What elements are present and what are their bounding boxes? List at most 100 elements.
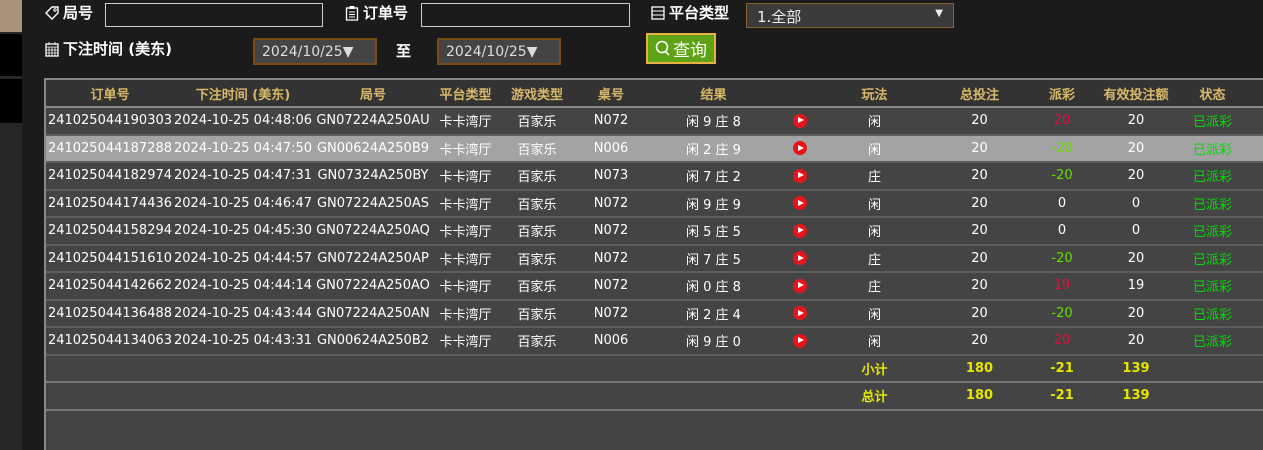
- bet-record-table: 订单号 下注时间 (美东) 局号 平台类型 游戏类型 桌号 结果 玩法 总投注 派彩 有效投注额 状态…: [44, 78, 1263, 450]
- play-icon[interactable]: [792, 251, 807, 266]
- cell-bet-type: 闲: [817, 217, 932, 246]
- table-row[interactable]: 241025044158294 2024-10-25 04:45:30 GN0722…: [46, 217, 1263, 246]
- play-icon[interactable]: [792, 278, 807, 293]
- date-to-select[interactable]: 2024/10/25▼: [437, 38, 561, 65]
- cell-bet-type: 庄: [817, 162, 932, 191]
- time-label-text: 下注时间 (美东): [63, 40, 172, 58]
- cell-platform: 卡卡湾厅: [434, 272, 497, 301]
- video-replay-cell: [782, 134, 817, 163]
- cell-platform: 卡卡湾厅: [434, 107, 497, 136]
- cell-bet-type: 闲: [817, 327, 932, 356]
- order-label-text: 订单号: [363, 4, 409, 22]
- cell-valid-bet: 20: [1097, 107, 1175, 136]
- cell-round: GN07224A250AS: [312, 189, 434, 218]
- column-header: 平台类型: [434, 80, 497, 108]
- subtotal-label: 小计: [817, 354, 932, 383]
- cell-table: N072: [577, 107, 645, 136]
- play-icon[interactable]: [792, 113, 807, 128]
- table-row[interactable]: 241025044182974 2024-10-25 04:47:31 GN0732…: [46, 162, 1263, 191]
- platform-select[interactable]: 1.全部 ▼: [746, 3, 954, 28]
- cell-order: 241025044158294: [46, 217, 174, 246]
- video-replay-cell: [782, 107, 817, 136]
- play-icon[interactable]: [792, 306, 807, 321]
- play-icon[interactable]: [792, 141, 807, 156]
- column-header: 有效投注额: [1097, 80, 1175, 108]
- cell-round: GN07324A250BY: [312, 162, 434, 191]
- cell-game: 百家乐: [497, 134, 577, 163]
- cell-time: 2024-10-25 04:46:47: [174, 189, 312, 218]
- play-icon[interactable]: [792, 223, 807, 238]
- cell-order: 241025044142662: [46, 272, 174, 301]
- table-row[interactable]: 241025044142662 2024-10-25 04:44:14 GN0722…: [46, 272, 1263, 301]
- cell-status: 已派彩: [1175, 272, 1250, 301]
- table-row[interactable]: 241025044134063 2024-10-25 04:43:31 GN0062…: [46, 327, 1263, 356]
- cell-bet-type: 庄: [817, 272, 932, 301]
- order-label: 订单号: [344, 2, 408, 23]
- cell-table: N072: [577, 244, 645, 273]
- time-label: 下注时间 (美东): [44, 38, 172, 59]
- cell-order: 241025044190303: [46, 107, 174, 136]
- video-replay-cell: [782, 189, 817, 218]
- table-row[interactable]: 241025044190303 2024-10-25 04:48:06 GN0722…: [46, 107, 1263, 136]
- table-row[interactable]: 241025044174436 2024-10-25 04:46:47 GN0722…: [46, 189, 1263, 218]
- round-label: 局号: [44, 2, 93, 23]
- sidebar-item[interactable]: [0, 79, 22, 123]
- sidebar-item[interactable]: [0, 34, 22, 76]
- cell-total-bet: 20: [932, 162, 1027, 191]
- cell-game: 百家乐: [497, 327, 577, 356]
- table-row[interactable]: 241025044136488 2024-10-25 04:43:44 GN0722…: [46, 299, 1263, 328]
- round-input[interactable]: [105, 3, 323, 27]
- cell-valid-bet: 20: [1097, 244, 1175, 273]
- cell-payout: 0: [1027, 217, 1097, 246]
- cell-bet-type: 闲: [817, 134, 932, 163]
- video-replay-cell: [782, 272, 817, 301]
- cell-time: 2024-10-25 04:44:57: [174, 244, 312, 273]
- order-input[interactable]: [421, 3, 630, 27]
- cell-result: 闲 9 庄 0: [645, 327, 782, 356]
- play-icon[interactable]: [792, 168, 807, 183]
- cell-time: 2024-10-25 04:44:14: [174, 272, 312, 301]
- play-icon[interactable]: [792, 196, 807, 211]
- column-header: 局号: [312, 80, 434, 108]
- column-header: 派彩: [1027, 80, 1097, 108]
- cell-time: 2024-10-25 04:47:50: [174, 134, 312, 163]
- cell-game: 百家乐: [497, 299, 577, 328]
- cell-order: 241025044182974: [46, 162, 174, 191]
- table-row[interactable]: 241025044151610 2024-10-25 04:44:57 GN0722…: [46, 244, 1263, 273]
- cell-valid-bet: 20: [1097, 299, 1175, 328]
- sidebar: [0, 0, 22, 450]
- cell-total-bet: 20: [932, 189, 1027, 218]
- cell-table: N072: [577, 272, 645, 301]
- table-row[interactable]: 241025044187288 2024-10-25 04:47:50 GN0062…: [46, 134, 1263, 163]
- cell-status: 已派彩: [1175, 327, 1250, 356]
- cell-payout: -20: [1027, 134, 1097, 163]
- cell-game: 百家乐: [497, 189, 577, 218]
- query-button[interactable]: 查询: [646, 33, 716, 64]
- video-replay-cell: [782, 327, 817, 356]
- cell-status: 已派彩: [1175, 299, 1250, 328]
- platform-selected: 1.全部: [757, 8, 802, 26]
- cell-result: 闲 0 庄 8: [645, 272, 782, 301]
- cell-payout: 19: [1027, 272, 1097, 301]
- cell-time: 2024-10-25 04:47:31: [174, 162, 312, 191]
- column-header: 总投注: [932, 80, 1027, 108]
- cell-result: 闲 2 庄 9: [645, 134, 782, 163]
- column-header: 状态: [1175, 80, 1250, 108]
- sidebar-tab[interactable]: [0, 0, 22, 32]
- cell-result: 闲 2 庄 4: [645, 299, 782, 328]
- cell-game: 百家乐: [497, 217, 577, 246]
- cell-status: 已派彩: [1175, 134, 1250, 163]
- platform-label-text: 平台类型: [669, 4, 730, 22]
- tag-icon: [45, 5, 59, 20]
- column-header: 结果: [645, 80, 782, 108]
- cell-valid-bet: 0: [1097, 189, 1175, 218]
- cell-total-bet: 20: [932, 244, 1027, 273]
- cell-time: 2024-10-25 04:43:31: [174, 327, 312, 356]
- play-icon[interactable]: [792, 333, 807, 348]
- date-from-select[interactable]: 2024/10/25▼: [253, 38, 377, 65]
- cell-table: N072: [577, 217, 645, 246]
- search-icon: [655, 40, 670, 56]
- cell-game: 百家乐: [497, 244, 577, 273]
- cell-bet-type: 闲: [817, 107, 932, 136]
- cell-payout: -20: [1027, 244, 1097, 273]
